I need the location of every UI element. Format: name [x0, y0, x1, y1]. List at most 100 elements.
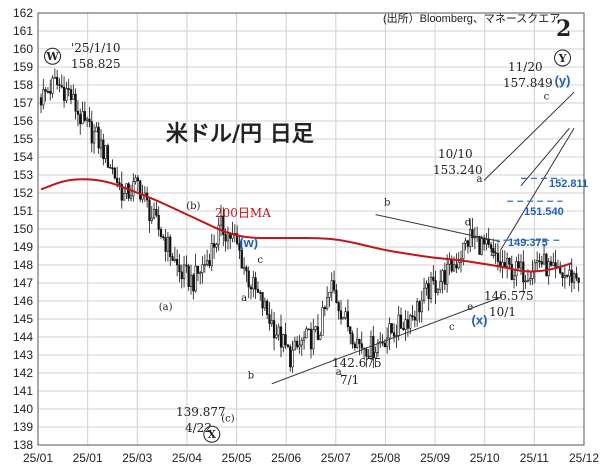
wave-sub-a-jul: a	[336, 367, 342, 378]
candle-body	[182, 264, 186, 280]
candle-body	[164, 237, 167, 252]
candle-body	[572, 273, 576, 283]
candle-body	[446, 263, 449, 285]
annotation-oct10-date: 10/10	[438, 147, 473, 161]
candle-body	[436, 289, 440, 293]
candle-body	[150, 217, 153, 221]
candle-body	[542, 253, 546, 265]
corner-label: 2	[556, 16, 571, 42]
annotation-oct1-date: 10/1	[489, 305, 516, 319]
candle-body	[187, 265, 190, 287]
candle-body	[176, 258, 179, 266]
candle-body	[566, 275, 569, 277]
level-151540: 151.540	[524, 206, 564, 218]
candle-body	[531, 271, 534, 279]
candle-body	[302, 337, 306, 341]
candle-body	[413, 316, 416, 321]
candle-body	[166, 236, 170, 252]
y-tick-label: 161	[13, 24, 33, 38]
candle-body	[152, 208, 156, 219]
candle-body	[517, 261, 520, 269]
candle-body	[83, 111, 86, 121]
x-tick-label: 25/07	[321, 451, 351, 465]
candle-body	[136, 177, 140, 182]
y-tick-label: 143	[13, 348, 33, 362]
candle-body	[372, 336, 375, 359]
triangle-upper-line	[375, 214, 501, 243]
candle-body	[132, 181, 135, 197]
candle-body	[305, 328, 308, 339]
candle-body	[298, 344, 301, 348]
candle-body	[49, 91, 52, 94]
candle-body	[226, 232, 230, 242]
candle-body	[159, 229, 163, 237]
candle-body	[549, 261, 553, 266]
candle-body	[134, 177, 137, 182]
candle-body	[515, 261, 518, 277]
candle-body	[259, 292, 262, 294]
wave-sub-d: d	[465, 217, 472, 228]
candle-body	[102, 139, 105, 160]
candle-body	[238, 243, 241, 251]
y-tick-label: 162	[13, 6, 33, 20]
candle-body	[478, 236, 481, 255]
x-tick-label: 25/05	[222, 451, 252, 465]
candle-body	[471, 229, 474, 239]
x-tick-label: 25/11	[520, 451, 549, 465]
candle-body	[402, 327, 405, 330]
wave-y-label: Y	[558, 52, 567, 65]
candle-body	[358, 338, 361, 345]
wave-sub-b-oct: b	[490, 248, 496, 259]
level-152811: 152.811	[549, 178, 588, 190]
candle-body	[219, 215, 223, 226]
candle-body	[545, 253, 548, 277]
y-tick-label: 156	[13, 114, 33, 128]
candle-body	[194, 265, 197, 292]
candle-body	[65, 88, 68, 101]
plot-frame	[37, 12, 585, 446]
candle-body	[118, 182, 121, 185]
candle-body	[97, 126, 100, 149]
candle-body	[44, 89, 47, 92]
y-tick-label: 140	[13, 402, 33, 416]
candle-body	[422, 287, 426, 301]
candle-body	[330, 280, 333, 293]
candle-body	[360, 343, 363, 349]
candle-body	[455, 264, 458, 269]
wave-sub-a-oct: a	[476, 174, 482, 185]
wave-sub-a-paren: (a)	[159, 302, 173, 313]
annotation-start-date: '25/1/10	[71, 41, 121, 55]
candle-body	[316, 326, 320, 340]
candle-body	[252, 277, 255, 290]
candle-body	[570, 269, 573, 283]
candle-body	[492, 247, 495, 253]
x-tick-label: 25/01	[23, 451, 53, 465]
candle-body	[53, 76, 56, 79]
wave-x-label: X	[207, 428, 216, 441]
candle-body	[506, 258, 509, 267]
candle-body	[365, 348, 368, 357]
candle-body	[466, 240, 470, 247]
y-tick-label: 146	[13, 294, 33, 308]
candle-body	[277, 326, 280, 336]
chart-title: 米ドル/円 日足	[166, 121, 314, 147]
candle-body	[337, 302, 340, 312]
candle-body	[312, 329, 315, 350]
wave-sub-b-paren: (b)	[186, 201, 200, 212]
candle-body	[111, 167, 114, 170]
y-tick-label: 145	[13, 312, 33, 326]
y-tick-label: 149	[13, 240, 33, 254]
candle-body	[282, 334, 285, 348]
candle-body	[180, 271, 183, 280]
candle-body	[189, 274, 193, 287]
candle-body	[86, 118, 89, 121]
candle-body	[157, 214, 160, 230]
x-tick-label: 25/12	[569, 451, 599, 465]
candle-body	[289, 346, 292, 368]
y-tick-label: 153	[13, 168, 33, 182]
candle-body	[210, 243, 213, 267]
candle-body	[109, 166, 112, 169]
candle-body	[113, 167, 116, 179]
wave-y-label-ring	[554, 49, 572, 67]
